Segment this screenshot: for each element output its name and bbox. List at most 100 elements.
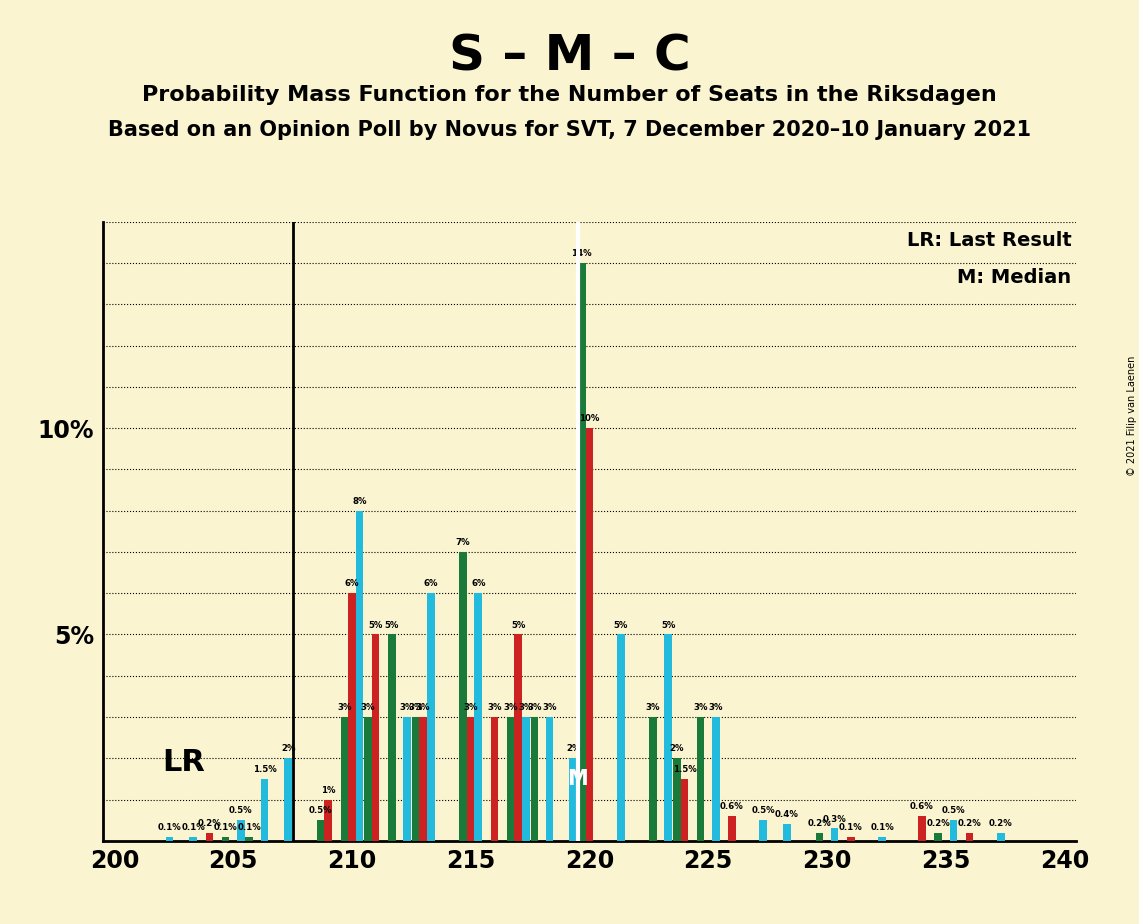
Text: 8%: 8% [352,497,367,505]
Text: 3%: 3% [646,703,661,712]
Bar [997,833,1005,841]
Text: 0.2%: 0.2% [926,819,950,828]
Bar [585,428,593,841]
Bar [918,816,926,841]
Text: 5%: 5% [369,621,383,629]
Text: 3%: 3% [400,703,415,712]
Bar [189,837,197,841]
Bar [325,799,331,841]
Text: 0.2%: 0.2% [808,819,831,828]
Bar [206,833,213,841]
Text: 7%: 7% [456,538,470,547]
Text: 0.2%: 0.2% [197,819,221,828]
Bar [712,717,720,841]
Text: 3%: 3% [518,703,533,712]
Text: 3%: 3% [337,703,352,712]
Bar [419,717,427,841]
Text: 3%: 3% [542,703,557,712]
Bar [878,837,886,841]
Text: 3%: 3% [464,703,478,712]
Bar [403,717,411,841]
Text: 3%: 3% [408,703,423,712]
Text: 3%: 3% [527,703,541,712]
Text: 0.3%: 0.3% [822,814,846,823]
Text: 5%: 5% [385,621,399,629]
Text: 2%: 2% [670,745,685,753]
Text: 0.1%: 0.1% [237,822,261,832]
Bar [412,717,419,841]
Text: 0.1%: 0.1% [838,822,862,832]
Bar [664,635,672,841]
Text: M: M [567,769,588,789]
Bar [246,837,253,841]
Text: LR: LR [162,748,205,777]
Bar [760,821,767,841]
Bar [966,833,973,841]
Text: 1%: 1% [321,785,335,795]
Text: 0.2%: 0.2% [958,819,982,828]
Text: 3%: 3% [708,703,723,712]
Bar [507,717,515,841]
Bar [531,717,538,841]
Bar [522,717,530,841]
Text: 0.1%: 0.1% [214,822,237,832]
Bar [388,635,395,841]
Bar [165,837,173,841]
Bar [491,717,498,841]
Text: 0.6%: 0.6% [720,802,744,811]
Text: 6%: 6% [424,579,439,589]
Bar [649,717,657,841]
Text: 0.1%: 0.1% [181,822,205,832]
Bar [847,837,854,841]
Bar [617,635,624,841]
Text: 0.1%: 0.1% [157,822,181,832]
Text: 3%: 3% [361,703,376,712]
Text: M: Median: M: Median [958,268,1072,287]
Text: 14%: 14% [572,249,592,258]
Text: 1.5%: 1.5% [672,765,696,774]
Bar [934,833,942,841]
Text: 3%: 3% [487,703,501,712]
Bar [237,821,245,841]
Text: 3%: 3% [503,703,518,712]
Bar [364,717,371,841]
Bar [515,635,522,841]
Text: 0.2%: 0.2% [989,819,1013,828]
Bar [728,816,736,841]
Bar [784,824,790,841]
Bar [681,779,688,841]
Text: LR: Last Result: LR: Last Result [907,231,1072,250]
Bar [349,593,355,841]
Text: 0.1%: 0.1% [870,822,894,832]
Text: 0.6%: 0.6% [910,802,934,811]
Text: 3%: 3% [694,703,707,712]
Text: 0.5%: 0.5% [942,807,965,815]
Text: 6%: 6% [345,579,359,589]
Bar [371,635,379,841]
Bar [816,833,823,841]
Text: 0.5%: 0.5% [309,807,333,815]
Text: Based on an Opinion Poll by Novus for SVT, 7 December 2020–10 January 2021: Based on an Opinion Poll by Novus for SV… [108,120,1031,140]
Bar [673,759,681,841]
Text: 5%: 5% [614,621,628,629]
Bar [577,263,585,841]
Bar [285,759,292,841]
Bar [475,593,482,841]
Text: S – M – C: S – M – C [449,32,690,80]
Text: 6%: 6% [472,579,485,589]
Bar [467,717,475,841]
Bar [570,759,577,841]
Text: 3%: 3% [416,703,431,712]
Text: © 2021 Filip van Laenen: © 2021 Filip van Laenen [1126,356,1137,476]
Text: 2%: 2% [281,745,295,753]
Text: 0.4%: 0.4% [776,810,798,820]
Bar [459,552,467,841]
Text: 1.5%: 1.5% [253,765,277,774]
Bar [427,593,435,841]
Text: 0.5%: 0.5% [752,807,776,815]
Text: 5%: 5% [661,621,675,629]
Bar [355,511,363,841]
Text: 10%: 10% [580,414,599,423]
Bar [830,829,838,841]
Bar [261,779,269,841]
